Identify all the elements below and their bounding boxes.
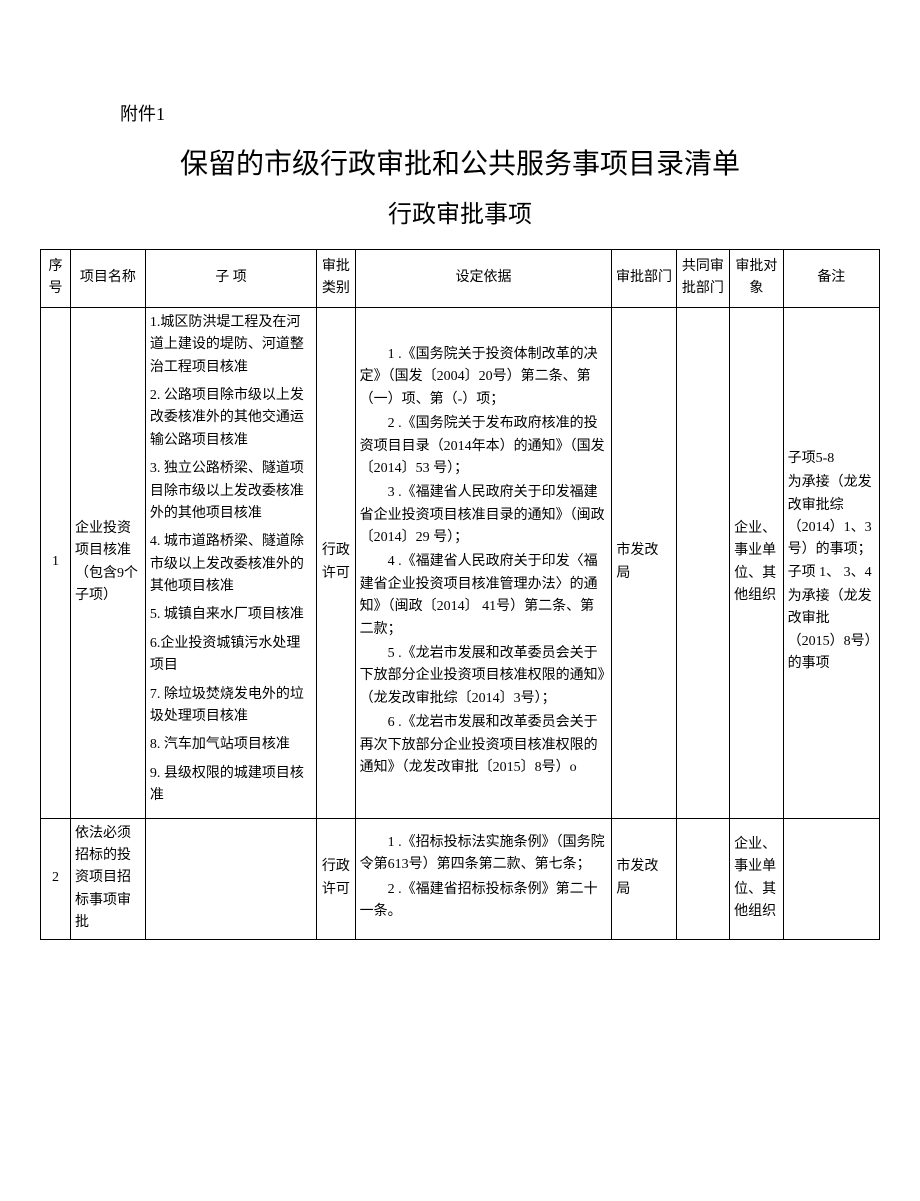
basis-item: 5 .《龙岩市发展和改革委员会关于下放部分企业投资项目核准权限的通知》（龙发改审…: [360, 643, 608, 710]
cell-name: 依法必须招标的投资项目招标事项审批: [70, 818, 145, 939]
page-title: 保留的市级行政审批和公共服务事项目录清单: [40, 142, 880, 182]
basis-item: 1 .《招标投标法实施条例》（国务院令第613号）第四条第二款、第七条；: [360, 832, 608, 877]
basis-item: 6 .《龙岩市发展和改革委员会关于再次下放部分企业投资项目核准权限的通知》（龙发…: [360, 712, 608, 779]
basis-item: 2 .《国务院关于发布政府核准的投资项目目录（2014年本）的通知》（国发〔20…: [360, 413, 608, 480]
basis-item: 4 .《福建省人民政府关于印发〈福建省企业投资项目核准管理办法〉的通知》（闽政〔…: [360, 551, 608, 641]
col-cat: 审批类别: [317, 250, 356, 308]
sub-item: 7. 除垃圾焚烧发电外的垃圾处理项目核准: [150, 684, 312, 729]
cell-sub: 1.城区防洪堤工程及在河道上建设的堤防、河道整治工程项目核准2. 公路项目除市级…: [145, 307, 316, 818]
approval-table: 序号 项目名称 子 项 审批类别 设定依据 审批部门 共同审批部门 审批对象 备…: [40, 249, 880, 940]
col-note: 备注: [783, 250, 879, 308]
cell-seq: 1: [41, 307, 71, 818]
sub-item: 3. 独立公路桥梁、隧道项目除市级以上发改委核准外的其他项目核准: [150, 458, 312, 525]
attachment-label: 附件1: [120, 100, 880, 126]
col-sub: 子 项: [145, 250, 316, 308]
basis-item: 1 .《国务院关于投资体制改革的决定》（国发〔2004〕20号）第二条、第（一）…: [360, 344, 608, 411]
sub-item: 4. 城市道路桥梁、隧道除市级以上发改委核准外的其他项目核准: [150, 531, 312, 598]
note-item: 子项5-8: [788, 448, 875, 470]
cell-obj: 企业、事业单位、其他组织: [730, 818, 784, 939]
sub-item: 9. 县级权限的城建项目核准: [150, 763, 312, 808]
sub-item: 6.企业投资城镇污水处理项目: [150, 633, 312, 678]
cell-note: [783, 818, 879, 939]
cell-basis: 1 .《国务院关于投资体制改革的决定》（国发〔2004〕20号）第二条、第（一）…: [355, 307, 612, 818]
sub-item: 1.城区防洪堤工程及在河道上建设的堤防、河道整治工程项目核准: [150, 312, 312, 379]
page-subtitle: 行政审批事项: [40, 194, 880, 229]
basis-item: 3 .《福建省人民政府关于印发福建省企业投资项目核准目录的通知》（闽政〔2014…: [360, 482, 608, 549]
note-item: 为承接（龙发改审批综（2014）1、3 号）的事项；子项 1、 3、4: [788, 472, 875, 584]
table-header-row: 序号 项目名称 子 项 审批类别 设定依据 审批部门 共同审批部门 审批对象 备…: [41, 250, 880, 308]
sub-item: 8. 汽车加气站项目核准: [150, 734, 312, 756]
col-name: 项目名称: [70, 250, 145, 308]
cell-codept: [676, 818, 730, 939]
cell-name: 企业投资项目核准（包含9个子项）: [70, 307, 145, 818]
cell-sub: [145, 818, 316, 939]
col-basis: 设定依据: [355, 250, 612, 308]
cell-cat: 行政许可: [317, 818, 356, 939]
table-row: 2依法必须招标的投资项目招标事项审批 行政许可1 .《招标投标法实施条例》（国务院…: [41, 818, 880, 939]
col-obj: 审批对象: [730, 250, 784, 308]
col-dept: 审批部门: [612, 250, 676, 308]
col-seq: 序号: [41, 250, 71, 308]
cell-note: 子项5-8为承接（龙发改审批综（2014）1、3 号）的事项；子项 1、 3、4…: [783, 307, 879, 818]
cell-cat: 行政许可: [317, 307, 356, 818]
cell-codept: [676, 307, 730, 818]
sub-item: 2. 公路项目除市级以上发改委核准外的其他交通运输公路项目核准: [150, 385, 312, 452]
note-item: 为承接（龙发改审批（2015）8号）的事项: [788, 586, 875, 676]
col-codept: 共同审批部门: [676, 250, 730, 308]
cell-dept: 市发改局: [612, 818, 676, 939]
cell-basis: 1 .《招标投标法实施条例》（国务院令第613号）第四条第二款、第七条；2 .《…: [355, 818, 612, 939]
sub-item: 5. 城镇自来水厂项目核准: [150, 604, 312, 626]
table-row: 1企业投资项目核准（包含9个子项）1.城区防洪堤工程及在河道上建设的堤防、河道整…: [41, 307, 880, 818]
basis-item: 2 .《福建省招标投标条例》第二十一条。: [360, 879, 608, 924]
cell-obj: 企业、事业单位、其他组织: [730, 307, 784, 818]
cell-dept: 市发改局: [612, 307, 676, 818]
cell-seq: 2: [41, 818, 71, 939]
